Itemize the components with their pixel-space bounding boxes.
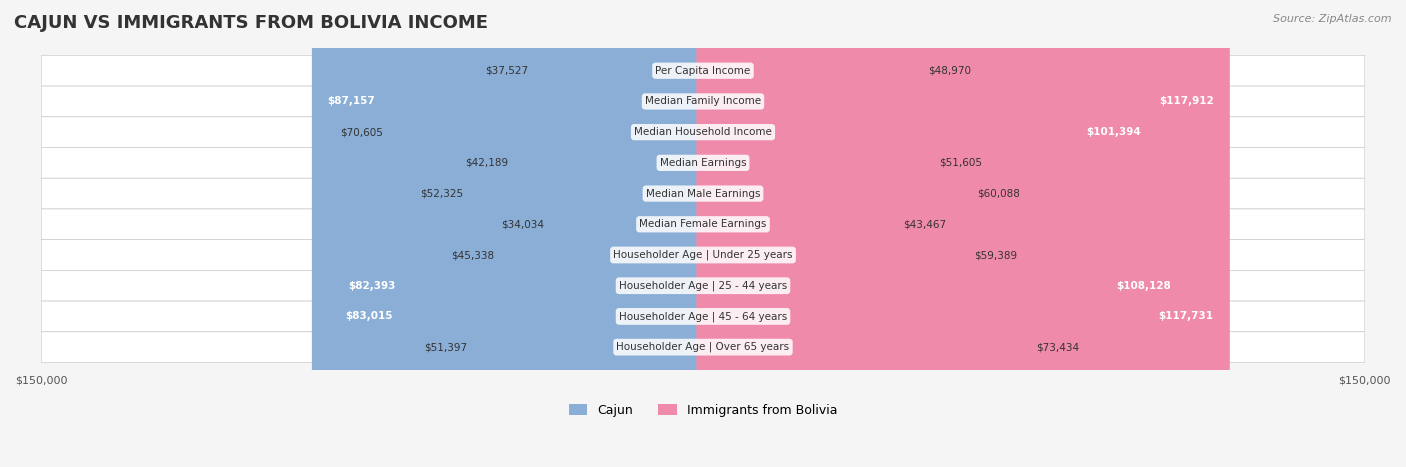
FancyBboxPatch shape [547,0,710,467]
Text: Median Family Income: Median Family Income [645,97,761,106]
FancyBboxPatch shape [41,148,1365,178]
Text: Median Male Earnings: Median Male Earnings [645,189,761,198]
FancyBboxPatch shape [696,0,974,467]
Text: $42,189: $42,189 [465,158,508,168]
FancyBboxPatch shape [41,270,1365,301]
FancyBboxPatch shape [696,0,1033,467]
FancyBboxPatch shape [41,117,1365,148]
FancyBboxPatch shape [696,0,1187,467]
FancyBboxPatch shape [312,0,710,467]
Text: $73,434: $73,434 [1036,342,1078,352]
FancyBboxPatch shape [696,0,1230,467]
FancyBboxPatch shape [41,178,1365,209]
Text: Median Earnings: Median Earnings [659,158,747,168]
FancyBboxPatch shape [41,86,1365,117]
Text: Median Household Income: Median Household Income [634,127,772,137]
FancyBboxPatch shape [465,0,710,467]
FancyBboxPatch shape [330,0,710,467]
Text: Per Capita Income: Per Capita Income [655,66,751,76]
Text: $108,128: $108,128 [1116,281,1171,291]
FancyBboxPatch shape [696,0,1157,467]
FancyBboxPatch shape [696,0,925,467]
Text: Source: ZipAtlas.com: Source: ZipAtlas.com [1274,14,1392,24]
Text: $83,015: $83,015 [346,311,394,321]
FancyBboxPatch shape [531,0,710,467]
Text: $34,034: $34,034 [501,219,544,229]
Text: $59,389: $59,389 [974,250,1017,260]
Text: $117,912: $117,912 [1160,97,1215,106]
FancyBboxPatch shape [696,0,972,467]
Text: $117,731: $117,731 [1159,311,1213,321]
Text: CAJUN VS IMMIGRANTS FROM BOLIVIA INCOME: CAJUN VS IMMIGRANTS FROM BOLIVIA INCOME [14,14,488,32]
Text: $52,325: $52,325 [420,189,464,198]
Text: $45,338: $45,338 [451,250,494,260]
Text: $51,397: $51,397 [425,342,467,352]
FancyBboxPatch shape [696,0,901,467]
FancyBboxPatch shape [41,240,1365,270]
Text: $82,393: $82,393 [349,281,395,291]
FancyBboxPatch shape [696,0,1229,467]
FancyBboxPatch shape [41,301,1365,332]
FancyBboxPatch shape [696,0,938,467]
FancyBboxPatch shape [385,0,710,467]
FancyBboxPatch shape [510,0,710,467]
Text: $43,467: $43,467 [904,219,946,229]
Text: $51,605: $51,605 [939,158,983,168]
FancyBboxPatch shape [333,0,710,467]
Text: Median Female Earnings: Median Female Earnings [640,219,766,229]
Text: $48,970: $48,970 [928,66,972,76]
Legend: Cajun, Immigrants from Bolivia: Cajun, Immigrants from Bolivia [564,399,842,422]
Text: $87,157: $87,157 [328,97,375,106]
FancyBboxPatch shape [496,0,710,467]
FancyBboxPatch shape [41,56,1365,86]
FancyBboxPatch shape [41,209,1365,240]
Text: $60,088: $60,088 [977,189,1019,198]
Text: Householder Age | Over 65 years: Householder Age | Over 65 years [616,342,790,353]
Text: Householder Age | 45 - 64 years: Householder Age | 45 - 64 years [619,311,787,322]
Text: $101,394: $101,394 [1087,127,1142,137]
Text: Householder Age | Under 25 years: Householder Age | Under 25 years [613,250,793,260]
Text: Householder Age | 25 - 44 years: Householder Age | 25 - 44 years [619,281,787,291]
Text: $37,527: $37,527 [485,66,529,76]
Text: $70,605: $70,605 [340,127,382,137]
FancyBboxPatch shape [470,0,710,467]
FancyBboxPatch shape [41,332,1365,362]
